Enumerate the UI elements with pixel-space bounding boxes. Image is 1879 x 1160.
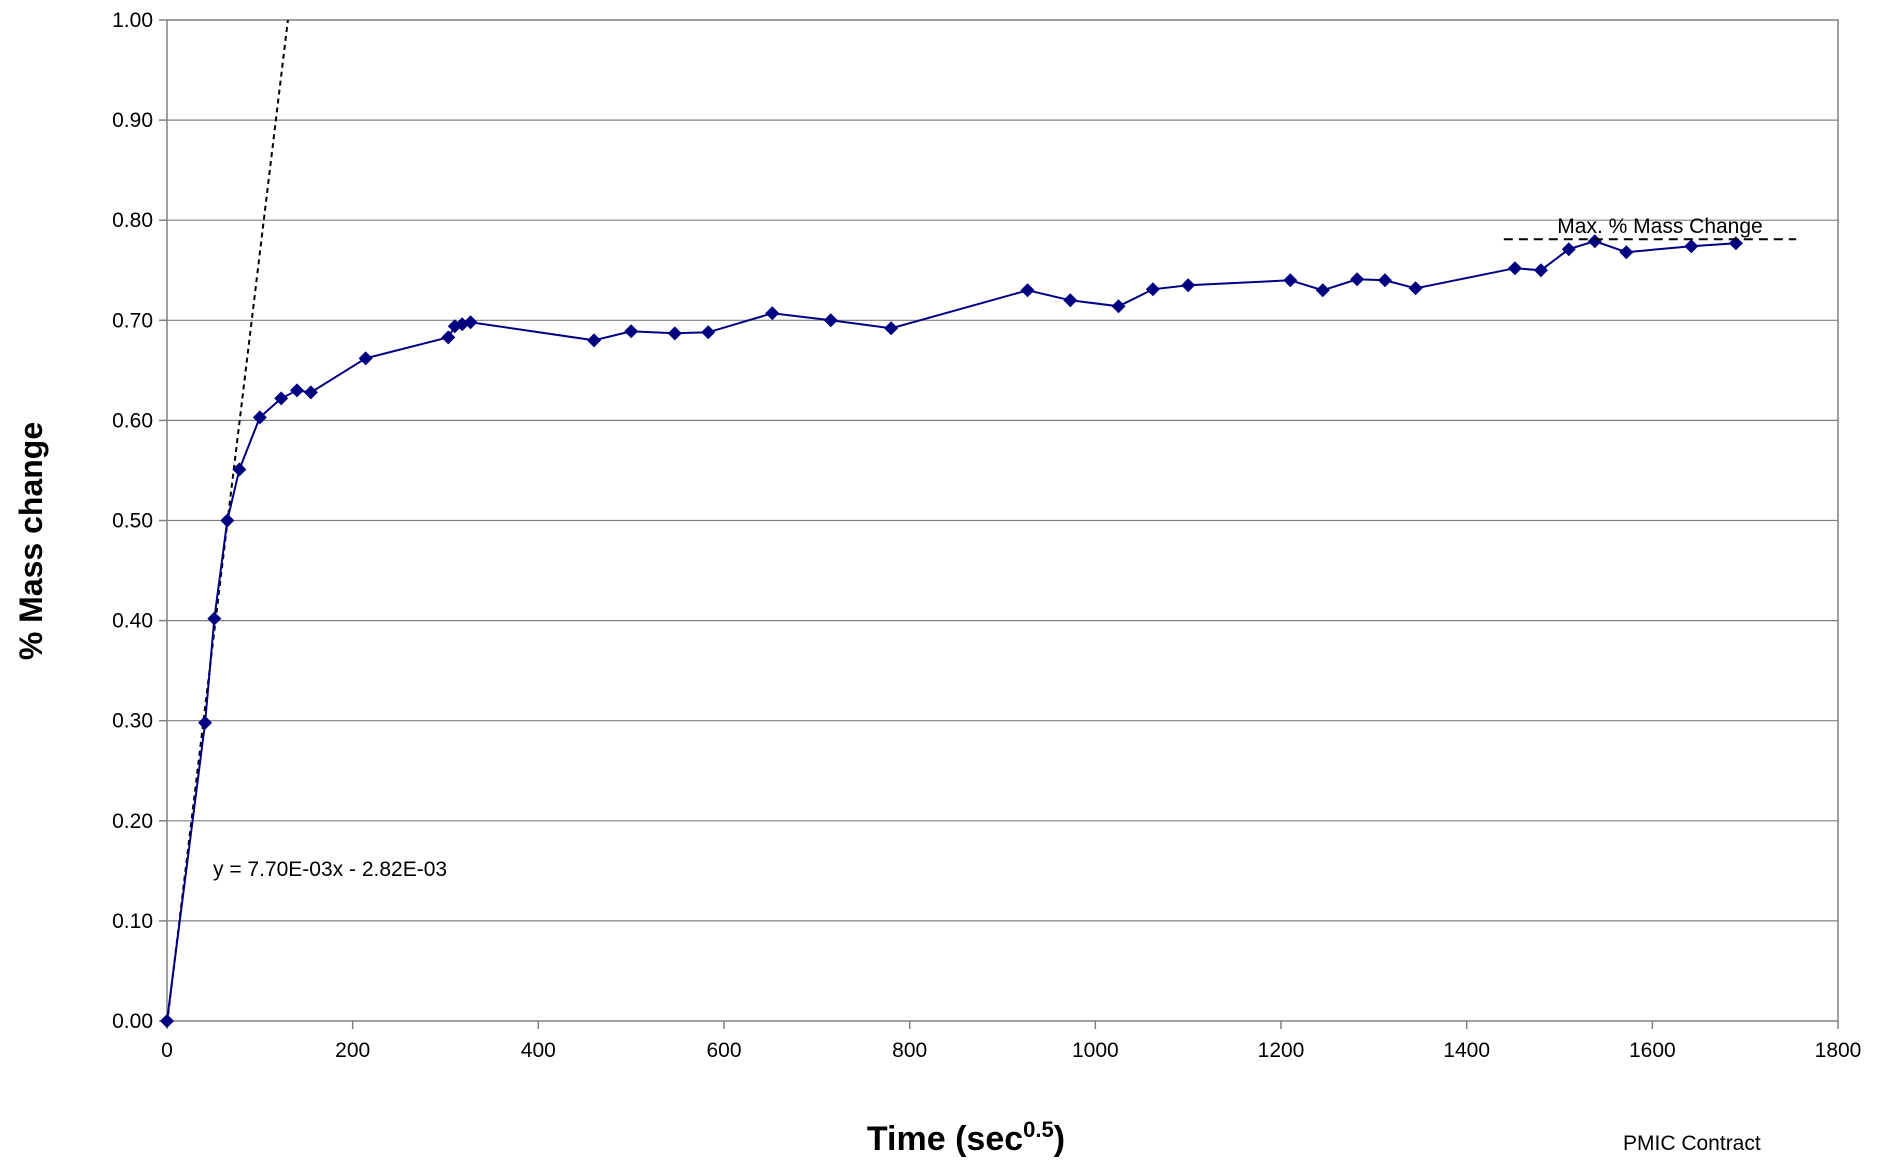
x-axis-title-superscript: 0.5 (1023, 1117, 1054, 1142)
data-point (274, 391, 289, 406)
trendline-equation: y = 7.70E-03x - 2.82E-03 (213, 858, 447, 881)
data-point (207, 611, 222, 626)
x-tick-label: 400 (521, 1039, 556, 1062)
x-axis-title-main: Time (sec (867, 1120, 1023, 1158)
data-point (289, 383, 304, 398)
data-point (1145, 282, 1160, 297)
y-tick-label: 0.60 (112, 409, 153, 432)
y-tick-label: 0.80 (112, 209, 153, 232)
data-point (1587, 234, 1602, 249)
data-point (252, 410, 267, 425)
data-point (1181, 278, 1196, 293)
data-point (587, 333, 602, 348)
data-point (765, 306, 780, 321)
x-axis-title-close: ) (1054, 1120, 1065, 1158)
footer-note: PMIC Contract (1623, 1132, 1761, 1155)
y-tick-label: 0.30 (112, 710, 153, 733)
x-tick-label: 1200 (1258, 1039, 1305, 1062)
data-point (1533, 263, 1548, 278)
data-point (1315, 283, 1330, 298)
y-tick-label: 1.00 (112, 9, 153, 32)
data-point (667, 326, 682, 341)
data-point (1561, 242, 1576, 257)
data-point (1063, 293, 1078, 308)
x-tick-label: 1600 (1629, 1039, 1676, 1062)
x-axis-title: Time (sec0.5) (867, 1117, 1065, 1158)
y-axis-ticks: 0.00 0.10 0.20 0.30 0.40 0.50 0.60 0.70 0.80 0.90… (112, 9, 167, 1033)
data-point (232, 462, 247, 477)
x-tick-label: 800 (892, 1039, 927, 1062)
data-point (1020, 283, 1035, 298)
max-mass-change-label: Max. % Mass Change (1557, 215, 1762, 238)
x-tick-label: 1400 (1443, 1039, 1490, 1062)
data-point (1684, 239, 1699, 254)
data-point (1283, 273, 1298, 288)
data-point (1350, 272, 1365, 287)
data-point (358, 351, 373, 366)
x-tick-label: 600 (706, 1039, 741, 1062)
data-point (624, 324, 639, 339)
y-tick-label: 0.00 (112, 1010, 153, 1033)
data-point (160, 1014, 174, 1028)
x-tick-label: 0 (161, 1039, 173, 1062)
x-axis-ticks: 0 200 400 600 800 1000 1200 1400 1600 1800 (161, 1021, 1861, 1062)
data-point (1377, 273, 1392, 288)
y-tick-label: 0.40 (112, 610, 153, 633)
y-tick-label: 0.70 (112, 309, 153, 332)
data-point (198, 715, 213, 730)
data-point (1507, 261, 1522, 276)
data-point (701, 325, 716, 340)
y-axis-title: % Mass change (13, 422, 49, 660)
series-line (166, 240, 1736, 1022)
data-point (823, 313, 838, 328)
data-point (1619, 245, 1634, 260)
data-markers (160, 234, 1743, 1028)
x-tick-label: 1000 (1072, 1039, 1119, 1062)
data-point (441, 330, 456, 345)
x-tick-label: 200 (335, 1039, 370, 1062)
linear-trendline (167, 20, 289, 1021)
x-tick-label: 1800 (1815, 1039, 1862, 1062)
gridlines (167, 119, 1838, 922)
data-point (303, 385, 318, 400)
data-point (220, 513, 235, 528)
data-point (1408, 281, 1423, 296)
data-point (1111, 299, 1126, 314)
y-tick-label: 0.50 (112, 510, 153, 533)
y-tick-label: 0.90 (112, 109, 153, 132)
y-tick-label: 0.10 (112, 910, 153, 933)
data-point (884, 321, 899, 336)
data-point (463, 315, 478, 330)
y-tick-label: 0.20 (112, 810, 153, 833)
